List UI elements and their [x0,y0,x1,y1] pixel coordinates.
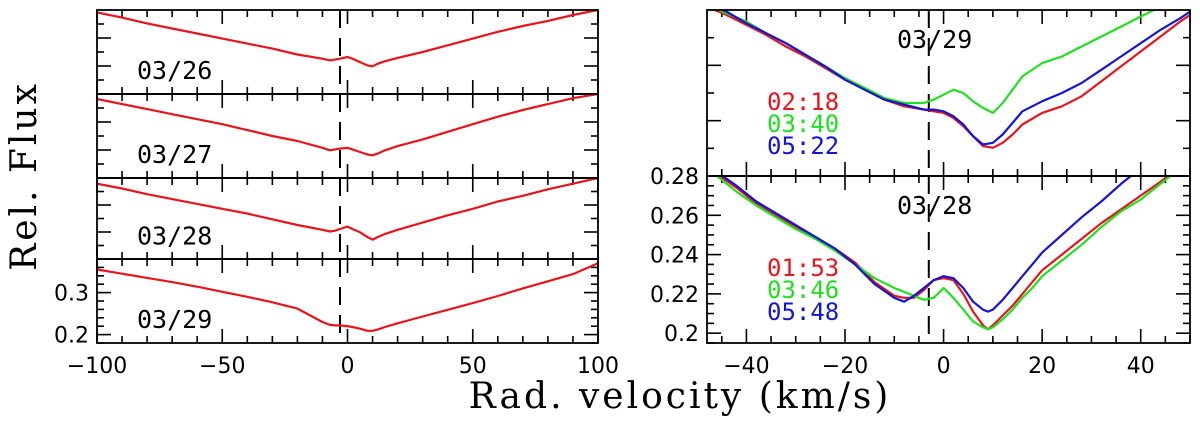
y-tick-label: 0.2 [664,322,699,347]
subplot-date-label: 03/29 [137,305,212,334]
series-line-green [716,176,1171,331]
y-tick-label: 0.3 [54,282,89,307]
series-line-blue [719,10,1190,146]
time-label-red: 02:18 [767,88,839,116]
x-tick-label: 50 [459,354,487,379]
y-axis-title: Rel. Flux [4,81,45,271]
series-line-blue [720,176,1133,313]
x-tick-label: 0 [937,354,951,379]
subplot-frame [96,258,599,344]
x-tick-label: 100 [577,354,619,379]
x-tick-label: −40 [723,354,769,379]
y-tick-label: 0.26 [650,204,699,229]
subplot-date-label: 03/28 [897,191,972,220]
x-tick-label: −50 [199,354,245,379]
subplot-03-28: 03/28 [96,177,599,260]
x-tick-label: 0 [341,354,355,379]
subplot-date-label: 03/27 [137,140,212,169]
x-axis-title: Rad. velocity (km/s) [469,376,892,417]
time-label-blue: 05:48 [767,298,839,326]
time-label-green: 03:40 [767,110,839,138]
series-line-red [97,10,598,68]
time-label-blue: 05:22 [767,132,839,160]
x-tick-label: 20 [1028,354,1056,379]
subplot-03-27: 03/27 [96,93,599,179]
y-tick-label: 0.2 [54,324,89,349]
subplot-date-label: 03/26 [137,56,212,85]
subplot-date-label: 03/29 [897,25,972,54]
subplot-03-29: 0.2 0.3 03/29 [54,258,599,349]
time-label-red: 01:53 [767,254,839,282]
time-label-green: 03:46 [767,276,839,304]
y-tick-label: 0.28 [650,165,699,190]
y-tick-label: 0.22 [650,283,699,308]
series-line-red [97,178,598,241]
x-tick-label: −100 [67,354,127,379]
x-tick-label: −20 [822,354,868,379]
subplot-03-26: 03/26 [96,9,599,95]
right-panel: 03/2902:1803:4005:220.20.220.240.260.280… [650,9,1191,379]
subplot-frame [706,175,1191,344]
series-line-red [97,262,598,332]
subplot-date-label: 03/28 [137,221,212,250]
x-tick-label: 40 [1127,354,1155,379]
y-tick-label: 0.24 [650,244,699,269]
left-panel: 03/26 03/27 03/28 0.2 0.3 03/29 −100 −50 0 50 100 [54,9,619,379]
series-line-red [97,94,598,157]
